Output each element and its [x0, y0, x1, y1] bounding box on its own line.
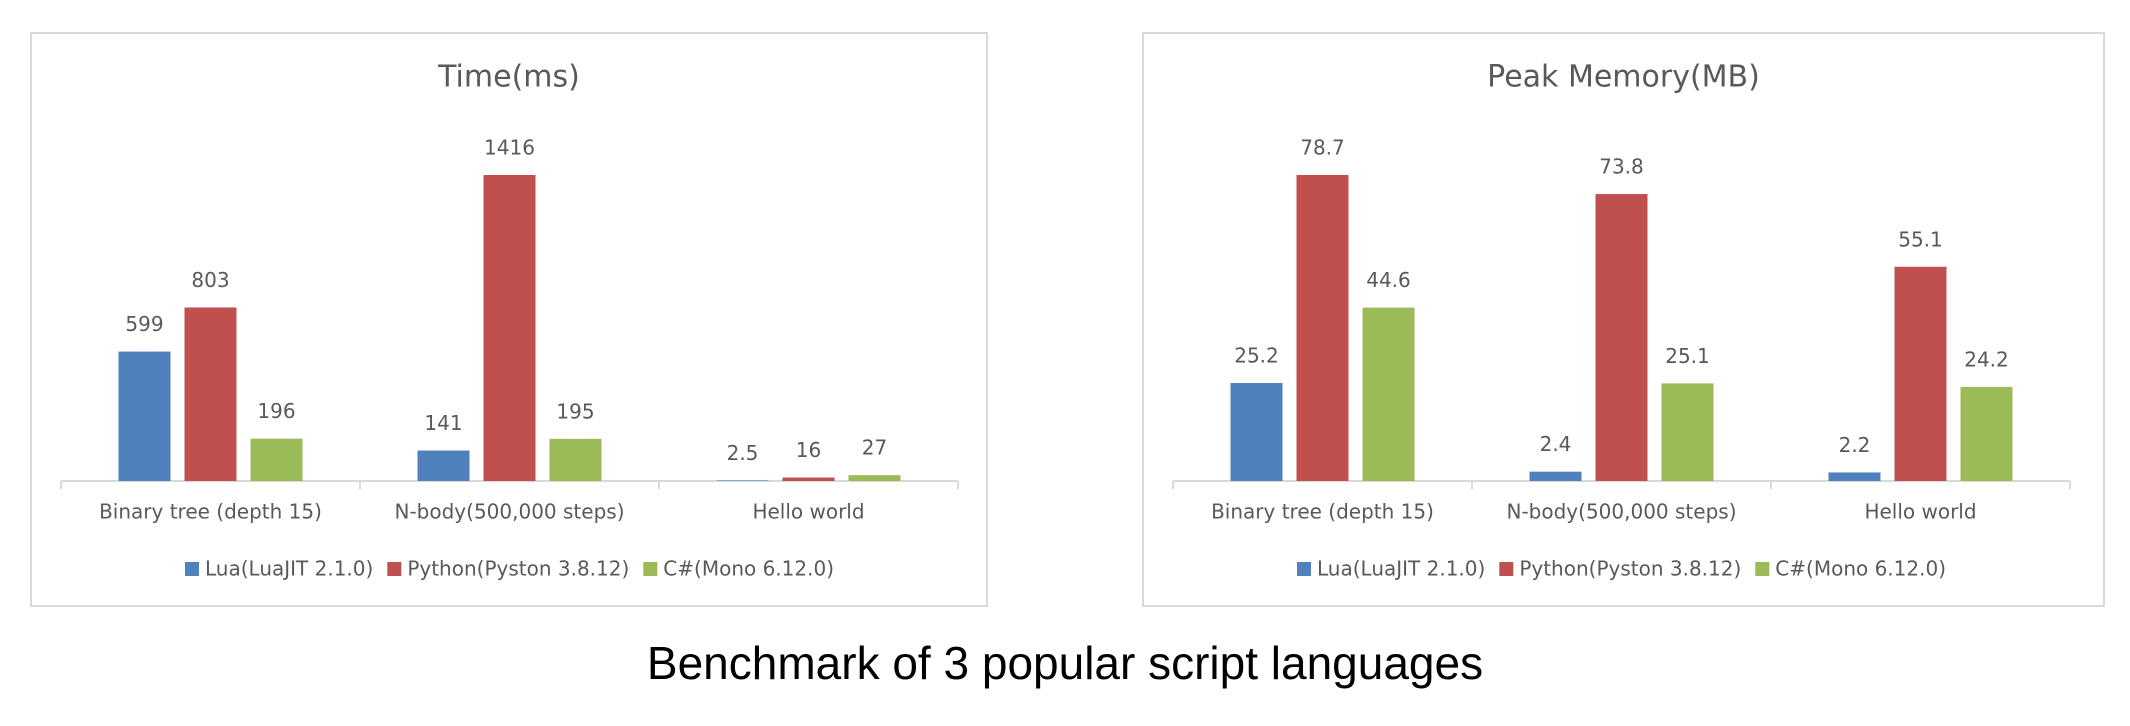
bar: [848, 475, 901, 481]
chart-title: Time(ms): [437, 60, 580, 95]
legend-label: Lua(LuaJIT 2.1.0): [205, 557, 373, 581]
chart: Peak Memory(MB) Binary tree (depth 15) 25.…: [1172, 60, 2071, 581]
bar: [1960, 386, 2013, 481]
bar: [1296, 175, 1349, 481]
legend-label: Python(Pyston 3.8.12): [407, 557, 629, 581]
legend-label: Python(Pyston 3.8.12): [1519, 557, 1741, 581]
data-label: 44.6: [1366, 268, 1411, 292]
bar: [716, 480, 769, 481]
data-label: 2.4: [1540, 432, 1572, 456]
x-tick-label: Hello world: [1864, 500, 1976, 524]
legend-swatch: [1297, 562, 1311, 576]
data-label: 2.5: [727, 441, 759, 465]
bar: [549, 438, 602, 481]
legend-label: C#(Mono 6.12.0): [663, 557, 834, 581]
bar: [782, 477, 835, 481]
bar: [1894, 266, 1947, 481]
chart: Time(ms) Binary tree (depth 15) 599 803 196 N…: [60, 60, 959, 581]
legend-label: C#(Mono 6.12.0): [1775, 557, 1946, 581]
bar: [250, 438, 303, 481]
data-label: 803: [191, 268, 229, 292]
bar: [1529, 471, 1582, 481]
bar: [1230, 383, 1283, 481]
data-label: 73.8: [1599, 155, 1644, 179]
legend-swatch: [387, 562, 402, 576]
bar: [483, 175, 536, 481]
legend-swatch: [185, 562, 199, 576]
data-label: 196: [257, 399, 295, 423]
data-label: 25.1: [1665, 344, 1710, 368]
x-tick-label: Binary tree (depth 15): [1211, 500, 1434, 524]
data-label: 55.1: [1898, 227, 1943, 251]
data-label: 24.2: [1964, 347, 2009, 371]
chart-title: Peak Memory(MB): [1487, 60, 1760, 95]
legend: Lua(LuaJIT 2.1.0) Python(Pyston 3.8.12) C#…: [1297, 557, 1946, 581]
data-label: 25.2: [1234, 344, 1279, 368]
data-label: 195: [556, 399, 594, 423]
data-label: 27: [862, 436, 887, 460]
bar: [118, 351, 171, 481]
legend: Lua(LuaJIT 2.1.0) Python(Pyston 3.8.12) C#…: [185, 557, 834, 581]
x-tick-label: Hello world: [752, 500, 864, 524]
page-title: Benchmark of 3 popular script languages: [647, 637, 1483, 689]
legend-label: Lua(LuaJIT 2.1.0): [1317, 557, 1485, 581]
data-label: 16: [796, 438, 821, 462]
data-label: 141: [424, 411, 462, 435]
bar: [1661, 383, 1714, 481]
data-label: 78.7: [1300, 136, 1345, 160]
legend-swatch: [1755, 562, 1770, 576]
x-tick-label: N-body(500,000 steps): [1507, 500, 1737, 524]
x-tick-label: N-body(500,000 steps): [395, 500, 625, 524]
legend-swatch: [643, 562, 658, 576]
bar: [417, 450, 470, 481]
bar: [184, 307, 237, 481]
x-tick-label: Binary tree (depth 15): [99, 500, 322, 524]
data-label: 2.2: [1839, 433, 1871, 457]
bar: [1362, 307, 1415, 481]
bar: [1595, 194, 1648, 481]
legend-swatch: [1499, 562, 1514, 576]
data-label: 1416: [484, 136, 535, 160]
data-label: 599: [125, 312, 163, 336]
bar: [1828, 472, 1881, 481]
